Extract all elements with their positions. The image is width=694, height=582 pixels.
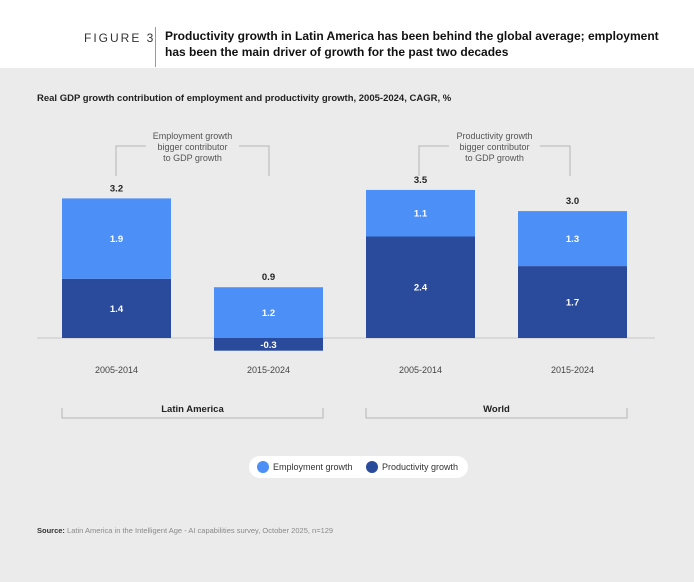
legend-label-productivity: Productivity growth xyxy=(382,462,459,472)
data-label-employment: 1.9 xyxy=(110,234,123,245)
annotation-text: Productivity growth xyxy=(456,131,532,141)
figure-label: FIGURE 3 xyxy=(84,31,156,45)
group-bracket xyxy=(61,408,324,419)
data-label-productivity: -0.3 xyxy=(260,340,276,351)
bar-segment-employment xyxy=(214,287,323,338)
group-label: Latin America xyxy=(161,404,224,415)
legend-swatch-employment xyxy=(257,461,269,473)
chart-legend: Employment growth Productivity growth xyxy=(249,456,468,478)
total-label: 3.2 xyxy=(110,183,123,194)
bar-segment-employment xyxy=(518,211,627,267)
annotation-text: bigger contributor xyxy=(157,142,227,152)
figure-title: Productivity growth in Latin America has… xyxy=(165,29,659,59)
chart-title: Real GDP growth contribution of employme… xyxy=(37,93,452,104)
annotation-text: to GDP growth xyxy=(465,153,524,163)
bar-segment-productivity xyxy=(366,236,475,338)
group-bracket xyxy=(365,408,628,419)
total-label: 0.9 xyxy=(262,272,275,283)
header-divider xyxy=(155,27,156,67)
x-tick-label: 2015-2024 xyxy=(247,365,290,375)
annotation-bracket xyxy=(418,145,571,176)
annotation-bracket xyxy=(115,145,270,176)
source-prefix: Source: xyxy=(37,526,65,535)
data-label-productivity: 2.4 xyxy=(414,283,428,294)
legend-swatch-productivity xyxy=(366,461,378,473)
data-label-employment: 1.3 xyxy=(566,234,579,245)
total-label: 3.0 xyxy=(566,196,579,207)
annotation-text: Employment growth xyxy=(153,131,233,141)
source-text: Latin America in the Intelligent Age - A… xyxy=(67,526,334,535)
data-label-productivity: 1.7 xyxy=(566,298,579,309)
x-tick-label: 2015-2024 xyxy=(551,365,594,375)
x-tick-label: 2005-2014 xyxy=(95,365,138,375)
bar-segment-employment xyxy=(366,189,475,237)
annotation-text: to GDP growth xyxy=(163,153,222,163)
bar-segment-employment xyxy=(62,198,171,279)
group-label: World xyxy=(483,404,510,415)
data-label-employment: 1.1 xyxy=(414,209,428,220)
annotation-text: bigger contributor xyxy=(459,142,529,152)
bar-segment-productivity xyxy=(518,266,627,338)
total-label: 3.5 xyxy=(414,175,428,186)
bar-segment-productivity xyxy=(62,278,171,338)
legend-label-employment: Employment growth xyxy=(273,462,353,472)
source-note: Source: Latin America in the Intelligent… xyxy=(37,526,333,535)
data-label-productivity: 1.4 xyxy=(110,304,124,315)
x-tick-label: 2005-2014 xyxy=(399,365,442,375)
figure-header xyxy=(0,0,694,68)
data-label-employment: 1.2 xyxy=(262,308,275,319)
bar-segment-productivity xyxy=(214,338,323,351)
